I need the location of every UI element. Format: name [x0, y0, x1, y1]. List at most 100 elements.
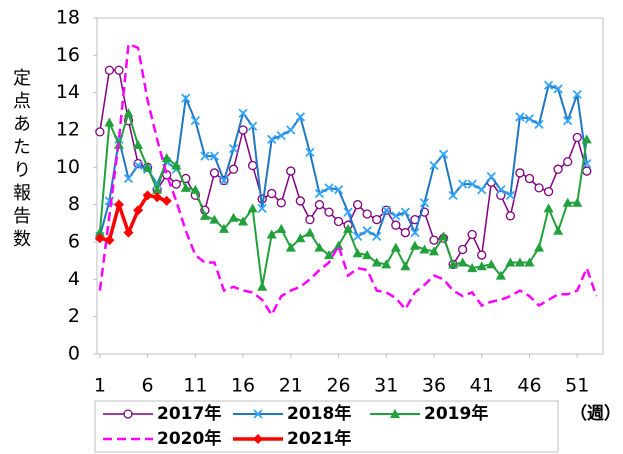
- point: [94, 233, 105, 244]
- point: [534, 119, 544, 130]
- legend-marker: [390, 409, 400, 418]
- point: [247, 121, 258, 131]
- point: [505, 211, 516, 221]
- point: [458, 244, 468, 255]
- point: [524, 173, 535, 184]
- point: [333, 185, 344, 195]
- point: [524, 114, 535, 124]
- point: [133, 160, 143, 171]
- y-tick-label: 4: [68, 268, 80, 290]
- x-axis-unit: （週）: [570, 403, 621, 424]
- point: [276, 198, 286, 208]
- point: [505, 257, 516, 267]
- series-line: [98, 42, 598, 318]
- point: [467, 263, 478, 273]
- point: [438, 231, 449, 241]
- point: [276, 223, 287, 233]
- x-tick-label: 46: [517, 375, 541, 397]
- point: [228, 164, 239, 174]
- legend-label: 2021年: [287, 428, 351, 449]
- point: [515, 112, 525, 122]
- point: [353, 231, 363, 242]
- y-tick-label: 14: [56, 81, 80, 103]
- point: [142, 162, 153, 172]
- legend-marker: [253, 409, 263, 419]
- point: [352, 200, 363, 210]
- point: [286, 166, 296, 176]
- point: [200, 151, 210, 161]
- point: [104, 235, 115, 246]
- legend-label: 2019年: [424, 403, 488, 424]
- point: [285, 242, 296, 252]
- point: [104, 117, 115, 127]
- point: [390, 242, 401, 252]
- point: [218, 223, 229, 233]
- point: [400, 261, 411, 271]
- y-tick-label: 0: [68, 343, 80, 365]
- point: [180, 182, 191, 192]
- legend-box: [94, 400, 559, 453]
- point: [448, 190, 458, 200]
- point: [543, 186, 554, 197]
- x-tick-label: 26: [326, 375, 350, 397]
- point: [209, 214, 220, 224]
- point: [362, 250, 373, 260]
- point: [295, 196, 306, 206]
- point: [476, 261, 487, 271]
- point: [133, 205, 144, 216]
- point: [582, 166, 592, 176]
- point: [400, 207, 411, 217]
- point: [419, 198, 430, 208]
- point: [314, 242, 325, 252]
- y-tick-label: 18: [56, 7, 80, 29]
- x-tick-label: 16: [231, 375, 255, 397]
- point: [372, 231, 382, 242]
- point: [304, 227, 315, 237]
- point: [562, 197, 573, 207]
- point: [133, 139, 144, 149]
- x-tick-label: 6: [142, 375, 154, 397]
- x-tick-label: 51: [565, 375, 589, 397]
- series-line: [98, 109, 588, 287]
- point: [534, 183, 544, 193]
- point: [419, 244, 430, 254]
- point: [219, 175, 229, 186]
- point: [171, 160, 182, 170]
- point: [362, 226, 372, 236]
- point: [323, 250, 334, 260]
- point: [563, 157, 573, 167]
- point: [362, 209, 372, 219]
- point: [257, 281, 268, 291]
- point: [458, 179, 468, 189]
- point: [123, 227, 134, 238]
- point: [199, 210, 210, 220]
- point: [314, 188, 325, 199]
- point: [123, 173, 134, 184]
- point: [514, 257, 525, 267]
- y-tick-label: 6: [68, 231, 80, 253]
- point: [457, 257, 468, 267]
- x-tick-label: 31: [374, 375, 398, 397]
- point: [477, 185, 487, 195]
- point: [400, 228, 411, 238]
- point: [247, 160, 258, 171]
- point: [448, 259, 459, 269]
- point: [496, 190, 506, 200]
- point: [534, 242, 545, 252]
- point: [581, 134, 592, 144]
- series-line: [99, 69, 588, 267]
- point: [267, 188, 277, 199]
- point: [276, 130, 286, 141]
- point: [228, 144, 239, 154]
- point: [429, 235, 439, 245]
- point: [305, 214, 315, 225]
- point: [371, 257, 382, 267]
- point: [553, 164, 563, 174]
- point: [572, 89, 582, 100]
- x-tick-label: 36: [422, 375, 446, 397]
- point: [238, 108, 248, 118]
- point: [409, 240, 420, 250]
- point: [467, 229, 477, 240]
- point: [477, 250, 487, 260]
- point: [324, 207, 334, 217]
